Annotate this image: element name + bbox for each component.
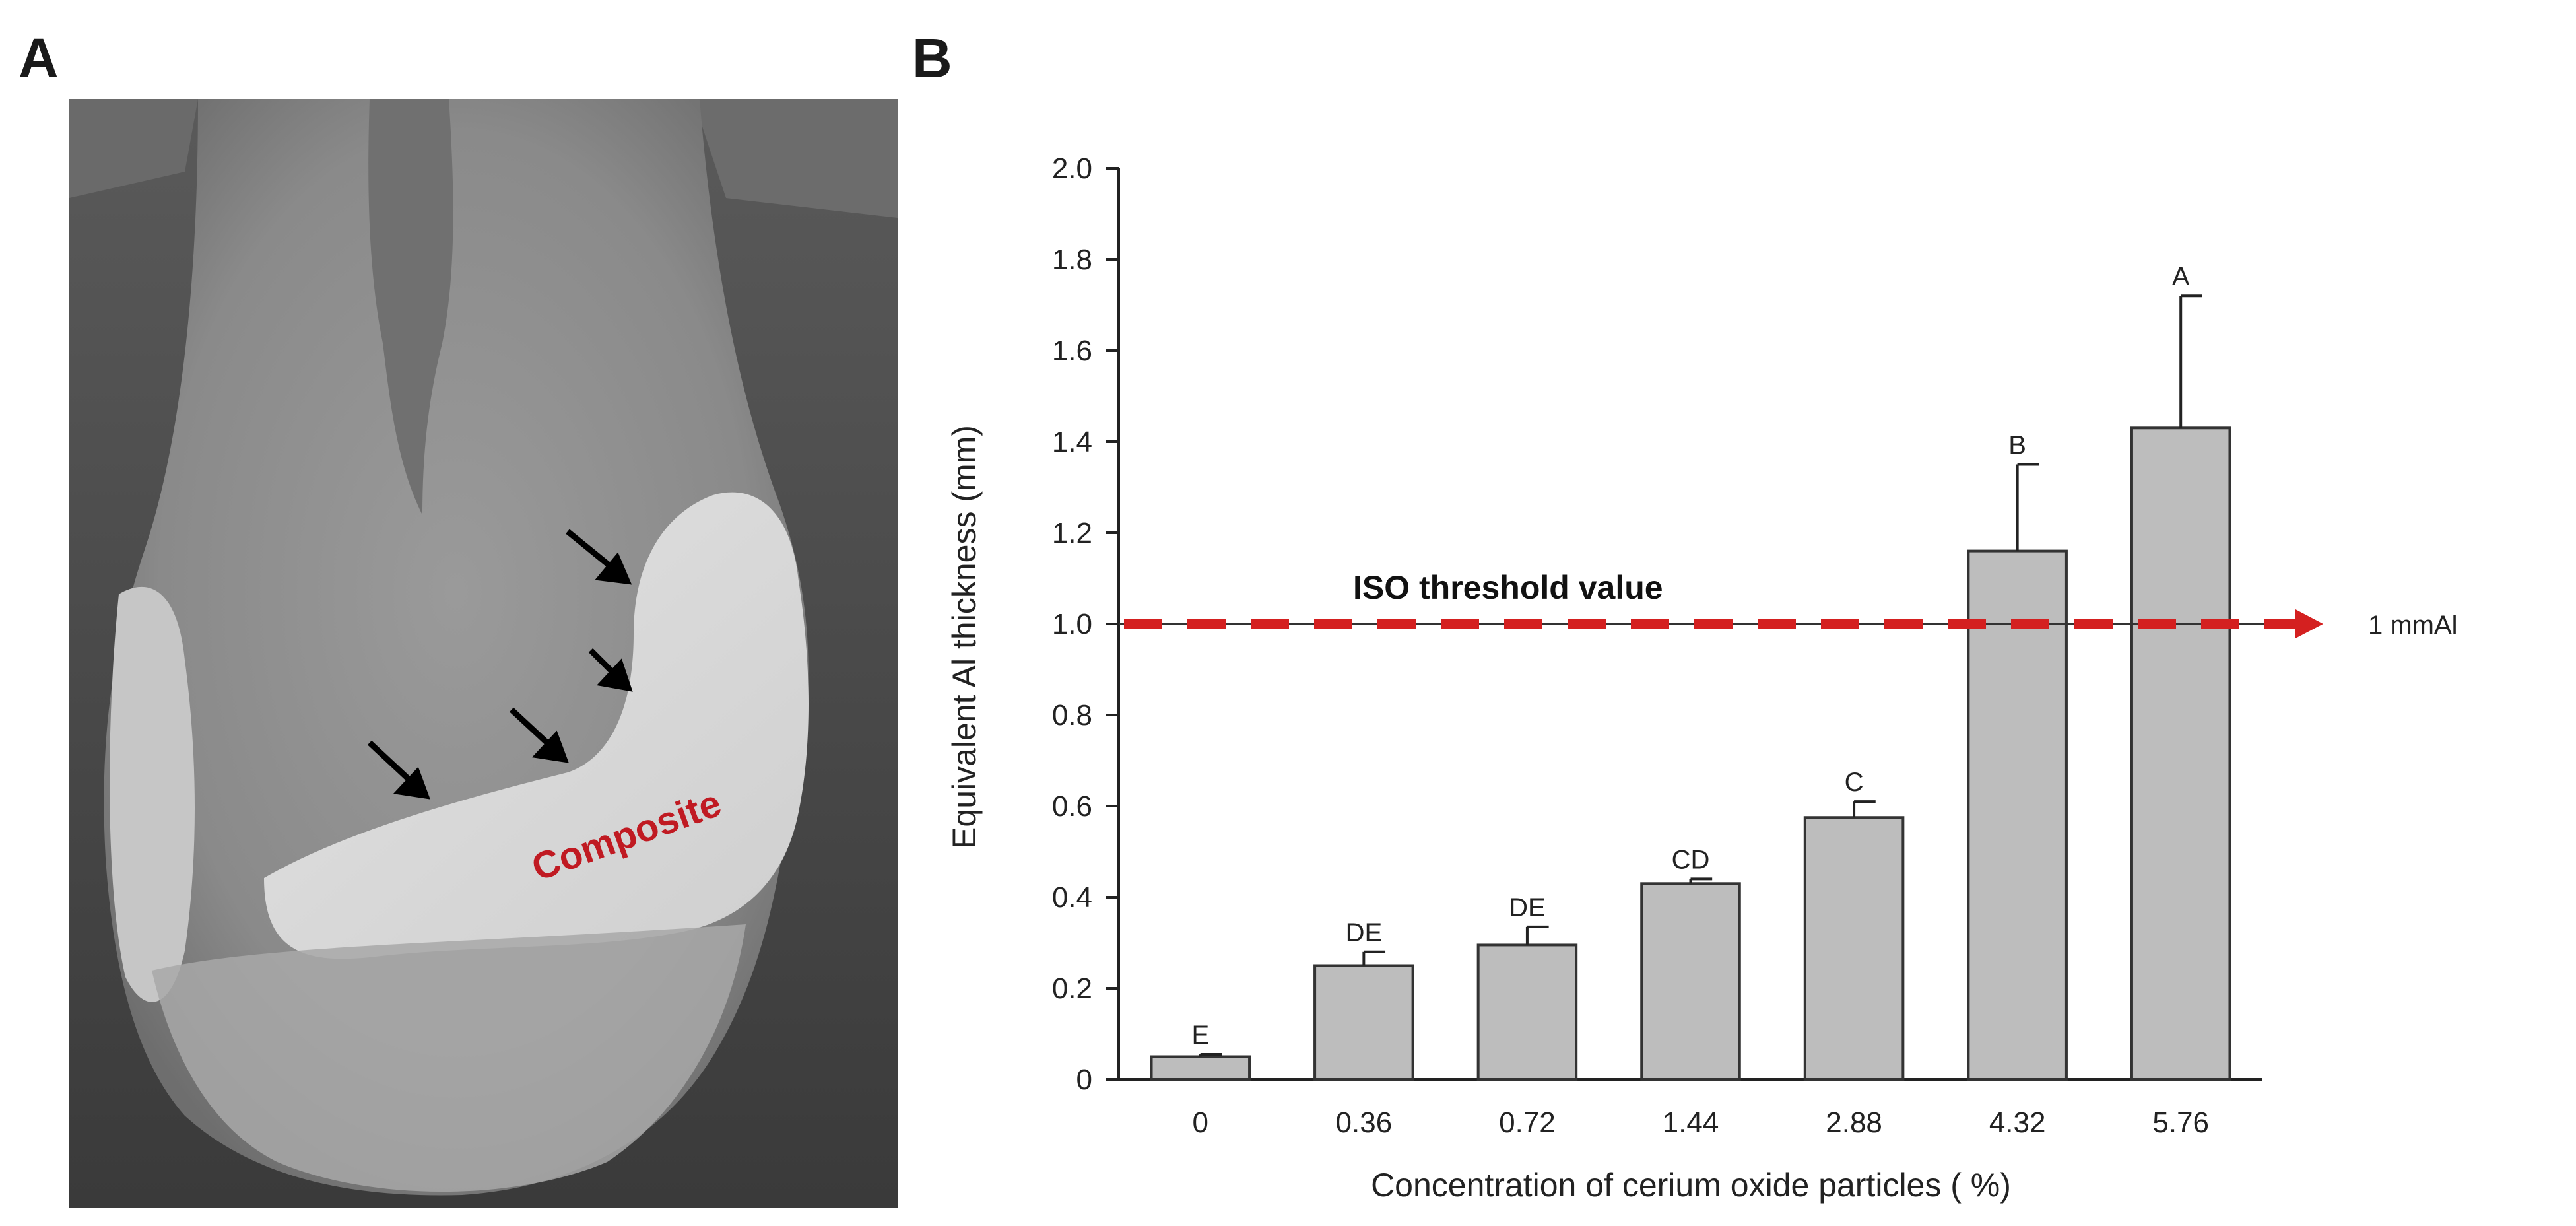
y-tick-label: 1.4 xyxy=(1052,426,1092,458)
x-tick-label: 0.72 xyxy=(1499,1107,1556,1139)
y-tick-label: 0.6 xyxy=(1052,790,1092,823)
bars: E 0 DE 0.36 DE 0.72 CD 1.44 C 2.88 B 4.32 A 5.76 xyxy=(1150,262,2231,1139)
y-tick-label: 0.2 xyxy=(1052,972,1092,1005)
axes: 0 0.2 0.4 0.6 0.8 1.0 1.2 1.4 1.6 1.8 2.0 xyxy=(1052,153,2262,1096)
reference-arrow-icon xyxy=(2295,609,2323,638)
bar xyxy=(1476,943,1578,1081)
reference-line-group: ISO threshold value 1 mmAl xyxy=(1119,569,2458,640)
significance-label: CD xyxy=(1672,845,1710,874)
x-tick-label: 0 xyxy=(1193,1107,1208,1139)
bar xyxy=(1150,1055,1251,1081)
y-axis-title: Equivalent Al thickness (mm) xyxy=(946,425,983,849)
panel-a-letter: A xyxy=(18,27,59,89)
significance-label: C xyxy=(1845,768,1864,797)
significance-label: A xyxy=(2172,262,2190,291)
significance-label: B xyxy=(2008,431,2026,460)
x-tick-label: 0.36 xyxy=(1336,1107,1393,1139)
significance-label: E xyxy=(1191,1021,1209,1050)
arrow-head-icon xyxy=(595,552,632,585)
neighbor-tooth-right xyxy=(693,99,898,218)
x-tick-label: 4.32 xyxy=(1989,1107,2046,1139)
arrow-head-icon xyxy=(531,730,569,763)
y-tick-label: 0 xyxy=(1076,1064,1092,1096)
y-tick-label: 0.4 xyxy=(1052,881,1092,914)
panel-b-letter: B xyxy=(912,27,952,89)
bar xyxy=(2130,426,2231,1081)
x-tick-label: 5.76 xyxy=(2152,1107,2209,1139)
y-tick-label: 1.0 xyxy=(1052,608,1092,640)
y-tick-label: 1.8 xyxy=(1052,244,1092,276)
x-axis-title: Concentration of cerium oxide particles … xyxy=(1371,1167,2011,1204)
reference-value-label: 1 mmAl xyxy=(2368,611,2458,640)
crown-base xyxy=(152,924,746,1192)
bar xyxy=(1803,816,1905,1081)
bar xyxy=(1967,549,2068,1081)
significance-label: DE xyxy=(1509,893,1546,922)
significance-label: DE xyxy=(1346,918,1383,947)
iso-threshold-label: ISO threshold value xyxy=(1353,569,1663,606)
x-tick-label: 2.88 xyxy=(1826,1107,1882,1139)
bar xyxy=(1640,882,1741,1081)
arrow-head-icon xyxy=(597,658,633,692)
left-restoration xyxy=(110,586,195,1002)
arrow-head-icon xyxy=(393,766,430,800)
bar xyxy=(1313,964,1414,1081)
composite-restoration xyxy=(264,492,809,959)
y-tick-label: 2.0 xyxy=(1052,153,1092,185)
y-tick-label: 1.2 xyxy=(1052,517,1092,549)
arrow-group xyxy=(367,529,633,800)
neighbor-tooth-left xyxy=(69,99,198,198)
pulp-canal xyxy=(368,99,453,515)
x-tick-label: 1.44 xyxy=(1663,1107,1719,1139)
y-tick-label: 0.8 xyxy=(1052,699,1092,732)
y-tick-label: 1.6 xyxy=(1052,335,1092,367)
